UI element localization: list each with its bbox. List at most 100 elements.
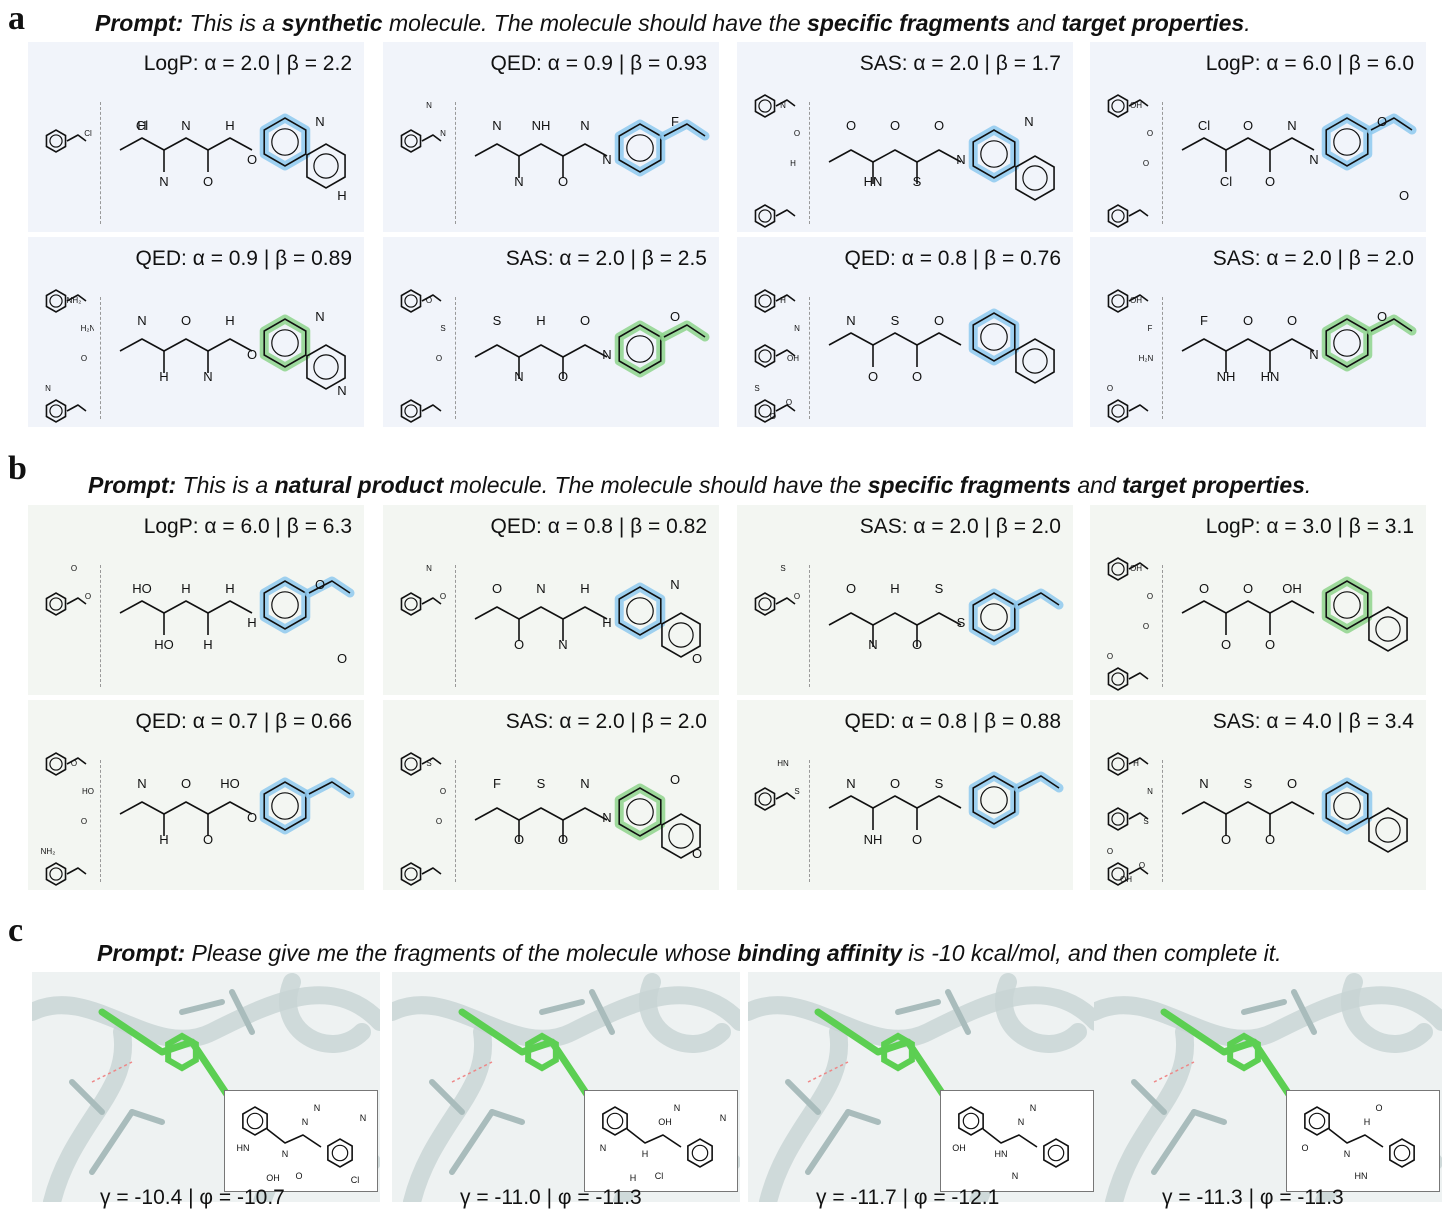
atom-label: O xyxy=(670,772,680,787)
protein-helix xyxy=(748,986,1096,1048)
atom-label: O xyxy=(1243,118,1253,133)
highlighted-ring-aromatic-circle xyxy=(626,335,654,363)
property-title: QED: α = 0.7 | β = 0.66 xyxy=(135,710,352,733)
atom-label: N xyxy=(314,1103,321,1113)
fragment-divider xyxy=(1162,565,1163,687)
binding-affinity-caption: γ = -11.0 | φ = -11.3 xyxy=(460,1186,642,1209)
ligand-2d-inset: HN N N O N N OH Cl xyxy=(224,1090,378,1192)
backbone-chain xyxy=(474,143,608,157)
backbone-chain xyxy=(119,137,253,151)
fragment-ring-aromatic-circle xyxy=(758,597,772,611)
atom-label: O xyxy=(1265,637,1275,652)
fragment-divider xyxy=(809,102,810,224)
molecule-card: SAS: α = 2.0 | β = 1.7 O N H O HN O S O N N xyxy=(737,42,1073,232)
atom-label: O xyxy=(912,637,922,652)
fragment-bond xyxy=(1128,404,1149,412)
ligand-ring xyxy=(1227,1032,1261,1072)
atom-label: O xyxy=(1139,861,1145,870)
inset-ring-aromatic-circle xyxy=(1308,1112,1326,1130)
residue-stick xyxy=(429,1079,465,1115)
atom-label: N xyxy=(602,810,611,825)
atom-label: O xyxy=(436,817,442,826)
atom-label: S xyxy=(754,384,759,393)
fragment-ring-aromatic-circle xyxy=(1111,562,1125,576)
aromatic-ring-aromatic-circle xyxy=(313,354,339,380)
fragment-ring xyxy=(400,129,422,153)
property-title: SAS: α = 2.0 | β = 2.0 xyxy=(1212,247,1414,270)
fragment-ring-aromatic-circle xyxy=(1111,672,1125,686)
atom-label: O xyxy=(1377,114,1387,129)
atom-label: Cl xyxy=(1220,174,1232,189)
highlighted-ring-highlight xyxy=(968,588,1020,646)
atom-label: N xyxy=(159,174,168,189)
atom-label: O xyxy=(1107,847,1113,856)
atom-label: N xyxy=(1147,787,1153,796)
ligand-2d-inset: O N H HN O xyxy=(1286,1090,1440,1192)
fragment-bond xyxy=(421,867,442,875)
generated-molecule: N N NH O N N F xyxy=(474,114,710,189)
residue-stick xyxy=(129,1109,165,1125)
fragment-structures: H₂N NH₂ O N xyxy=(45,289,94,423)
fragment-ring-aromatic-circle xyxy=(49,134,63,148)
atom-label: F xyxy=(1200,313,1208,328)
atom-label: O xyxy=(1143,622,1149,631)
atom-label: O xyxy=(71,564,77,573)
atom-label: N xyxy=(181,118,190,133)
backbone-chain xyxy=(119,801,253,815)
property-title: LogP: α = 6.0 | β = 6.3 xyxy=(143,515,352,538)
atom-label: S xyxy=(913,174,922,189)
atom-label: O xyxy=(1107,652,1113,661)
atom-label: N xyxy=(315,309,324,324)
atom-label: O xyxy=(71,759,77,768)
fragment-divider xyxy=(1162,297,1163,419)
atom-label: NH xyxy=(1217,369,1236,384)
ligand-2d-inset: N H OH Cl N N H xyxy=(584,1090,738,1192)
atom-label: O xyxy=(1265,832,1275,847)
generated-molecule: O HN O S O N N xyxy=(828,114,1055,201)
atom-label: N xyxy=(440,129,446,138)
atom-label: O xyxy=(315,577,325,592)
atom-label: Cl xyxy=(351,1175,360,1185)
atom-label: S xyxy=(1143,817,1148,826)
atom-label: N xyxy=(956,152,965,167)
highlighted-ring xyxy=(263,117,307,167)
fragment-bond xyxy=(421,134,442,142)
atom-label: O xyxy=(203,174,213,189)
atom-label: O xyxy=(81,817,87,826)
fragment-ring-aromatic-circle xyxy=(1111,294,1125,308)
atom-label: N xyxy=(846,776,855,791)
atom-label: O xyxy=(846,118,856,133)
inset-ring xyxy=(687,1138,713,1168)
molecule-card: QED: α = 0.9 | β = 0.93 N N N N NH O N N F xyxy=(383,42,719,232)
atom-label: HO xyxy=(220,776,240,791)
aromatic-ring xyxy=(306,143,346,189)
fragment-ring xyxy=(1107,752,1129,776)
fragment-bond xyxy=(1128,562,1149,570)
atom-label: N xyxy=(426,564,432,573)
fragment-structures: ON xyxy=(400,564,446,616)
atom-label: N xyxy=(720,1113,727,1123)
molecule-card: SAS: α = 4.0 | β = 3.4 N H S O O OH N O S O O xyxy=(1090,700,1426,890)
fragment-bond xyxy=(421,294,442,302)
protein-helix xyxy=(32,986,380,1048)
substituent-chain xyxy=(308,580,351,594)
atom-label: Cl xyxy=(655,1171,664,1181)
inset-ring-aromatic-circle xyxy=(1047,1144,1065,1162)
panel-c-prompt: Prompt: Please give me the fragments of … xyxy=(97,940,1282,966)
highlighted-ring-aromatic-circle xyxy=(980,140,1008,168)
fragment-ring xyxy=(45,752,67,776)
atom-label: H xyxy=(1364,1117,1371,1127)
property-title: LogP: α = 6.0 | β = 6.0 xyxy=(1205,52,1414,75)
property-title: SAS: α = 2.0 | β = 1.7 xyxy=(859,52,1061,75)
inset-ring-aromatic-circle xyxy=(1393,1144,1411,1162)
ligand-ring xyxy=(525,1032,559,1072)
atom-label: S xyxy=(537,776,546,791)
atom-label: S xyxy=(493,313,502,328)
atom-label: S xyxy=(891,313,900,328)
fragment-ring-aromatic-circle xyxy=(1111,867,1125,881)
fragment-ring xyxy=(45,399,67,423)
fragment-ring xyxy=(1107,557,1129,581)
backbone-chain xyxy=(1181,801,1315,815)
atom-label: OH xyxy=(1130,564,1142,573)
